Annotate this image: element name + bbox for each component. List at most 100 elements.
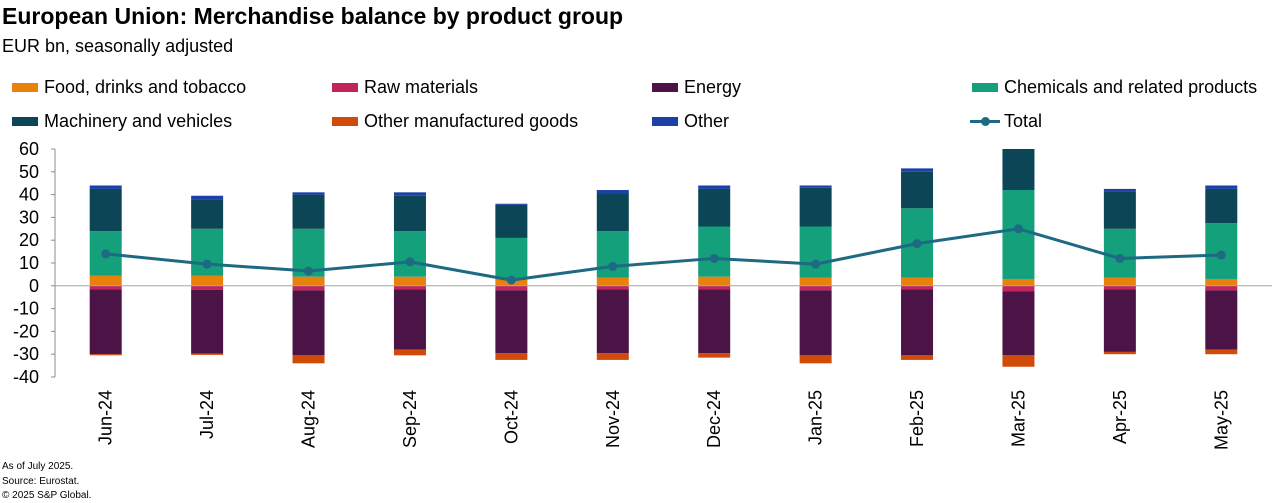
- y-tick-label: -30: [13, 344, 39, 364]
- bar-4-jun-24: [89, 188, 122, 232]
- bar-1-oct-24: [495, 285, 528, 291]
- bar-5-oct-24: [495, 353, 528, 360]
- bar-0-apr-25: [1103, 277, 1136, 286]
- bar-5-feb-25: [901, 355, 934, 360]
- bar-4-may-25: [1205, 188, 1238, 224]
- bar-6-oct-24: [495, 203, 528, 205]
- x-tick-label: Feb-25: [907, 390, 927, 447]
- x-tick-label: May-25: [1211, 390, 1231, 450]
- bar-0-feb-25: [901, 277, 934, 286]
- x-tick-label: Nov-24: [603, 390, 623, 448]
- bar-0-mar-25: [1002, 278, 1035, 286]
- chart-title: European Union: Merchandise balance by p…: [2, 3, 624, 29]
- bar-2-apr-25: [1103, 289, 1136, 352]
- bar-5-may-25: [1205, 349, 1238, 355]
- bar-2-oct-24: [495, 290, 528, 354]
- y-tick-label: 50: [19, 162, 39, 182]
- bar-1-jan-25: [799, 285, 832, 291]
- legend-label-total: Total: [1004, 110, 1043, 131]
- bar-0-may-25: [1205, 278, 1238, 286]
- total-point: [811, 259, 821, 269]
- total-point: [709, 253, 719, 263]
- legend-swatch-other: [652, 116, 678, 126]
- total-point: [608, 261, 618, 271]
- bar-4-oct-24: [495, 204, 528, 238]
- x-tick-label: Jun-24: [96, 390, 116, 445]
- total-point: [912, 239, 922, 249]
- bar-5-nov-24: [596, 353, 629, 360]
- footer-copyright: © 2025 S&P Global.: [2, 490, 92, 501]
- bar-1-jun-24: [89, 285, 122, 290]
- legend-item-other-manufactured: Other manufactured goods: [332, 110, 578, 132]
- y-tick-label: -40: [13, 367, 39, 387]
- bar-1-feb-25: [901, 285, 934, 290]
- x-tick-label: Apr-25: [1110, 390, 1130, 444]
- legend-label-energy: Energy: [684, 76, 742, 97]
- legend-label-raw-materials: Raw materials: [364, 76, 479, 97]
- legend-swatch-other-manufactured: [332, 116, 358, 126]
- legend-swatch-energy: [652, 82, 678, 92]
- y-tick-label: 60: [19, 140, 39, 159]
- y-tick-label: 20: [19, 230, 39, 250]
- bar-2-jun-24: [89, 289, 122, 355]
- legend-item-total: Total: [970, 110, 1042, 132]
- legend-item-energy: Energy: [652, 76, 741, 98]
- x-tick-label: Jan-25: [806, 390, 826, 445]
- bar-5-jan-25: [799, 355, 832, 364]
- legend-label-other: Other: [684, 110, 730, 131]
- bar-4-apr-25: [1103, 191, 1136, 229]
- footer-date: As of July 2025.: [2, 461, 74, 472]
- bar-5-sep-24: [393, 349, 426, 356]
- total-line: [105, 227, 1222, 282]
- bar-5-aug-24: [292, 355, 325, 364]
- bar-6-sep-24: [393, 192, 426, 196]
- y-tick-label: 30: [19, 207, 39, 227]
- x-tick-label: Aug-24: [299, 390, 319, 448]
- total-point: [202, 259, 212, 269]
- bar-5-jun-24: [89, 354, 122, 356]
- bar-1-mar-25: [1002, 285, 1035, 292]
- bar-1-apr-25: [1103, 285, 1136, 290]
- bar-5-apr-25: [1103, 351, 1136, 355]
- bar-0-jan-25: [799, 277, 832, 286]
- y-tick-label: -20: [13, 321, 39, 341]
- bar-3-mar-25: [1002, 190, 1035, 279]
- bar-3-apr-25: [1103, 228, 1136, 278]
- x-tick-label: Sep-24: [400, 390, 420, 448]
- total-point: [101, 249, 111, 259]
- bar-2-mar-25: [1002, 291, 1035, 356]
- total-point: [405, 257, 415, 267]
- bar-0-jun-24: [89, 275, 122, 286]
- x-tick-label: Mar-25: [1008, 390, 1028, 447]
- bar-6-dec-24: [698, 185, 731, 189]
- total-point: [1115, 253, 1125, 263]
- bar-6-jul-24: [191, 195, 224, 200]
- legend-swatch-chemicals: [972, 82, 998, 92]
- bar-2-may-25: [1205, 290, 1238, 350]
- bar-1-nov-24: [596, 285, 629, 290]
- x-tick-label: Dec-24: [704, 390, 724, 448]
- total-point: [1013, 224, 1023, 234]
- bar-0-nov-24: [596, 277, 629, 286]
- bar-3-sep-24: [393, 231, 426, 277]
- legend-label-food: Food, drinks and tobacco: [44, 76, 247, 97]
- bar-4-mar-25: [1002, 149, 1035, 191]
- total-point: [506, 275, 516, 285]
- bar-2-jan-25: [799, 290, 832, 356]
- bar-2-sep-24: [393, 289, 426, 350]
- bar-6-may-25: [1205, 185, 1238, 189]
- y-tick-label: 10: [19, 253, 39, 273]
- bar-6-aug-24: [292, 192, 325, 195]
- bar-4-jul-24: [191, 199, 224, 229]
- bar-3-oct-24: [495, 237, 528, 279]
- x-tick-label: Oct-24: [501, 390, 521, 444]
- bar-6-feb-25: [901, 168, 934, 172]
- bar-2-dec-24: [698, 289, 731, 354]
- legend-item-other: Other: [652, 110, 729, 132]
- footer-source: Source: Eurostat.: [2, 476, 80, 487]
- bar-0-dec-24: [698, 276, 731, 286]
- bar-4-nov-24: [596, 193, 629, 232]
- legend-label-machinery: Machinery and vehicles: [44, 110, 233, 131]
- bar-1-jul-24: [191, 285, 224, 290]
